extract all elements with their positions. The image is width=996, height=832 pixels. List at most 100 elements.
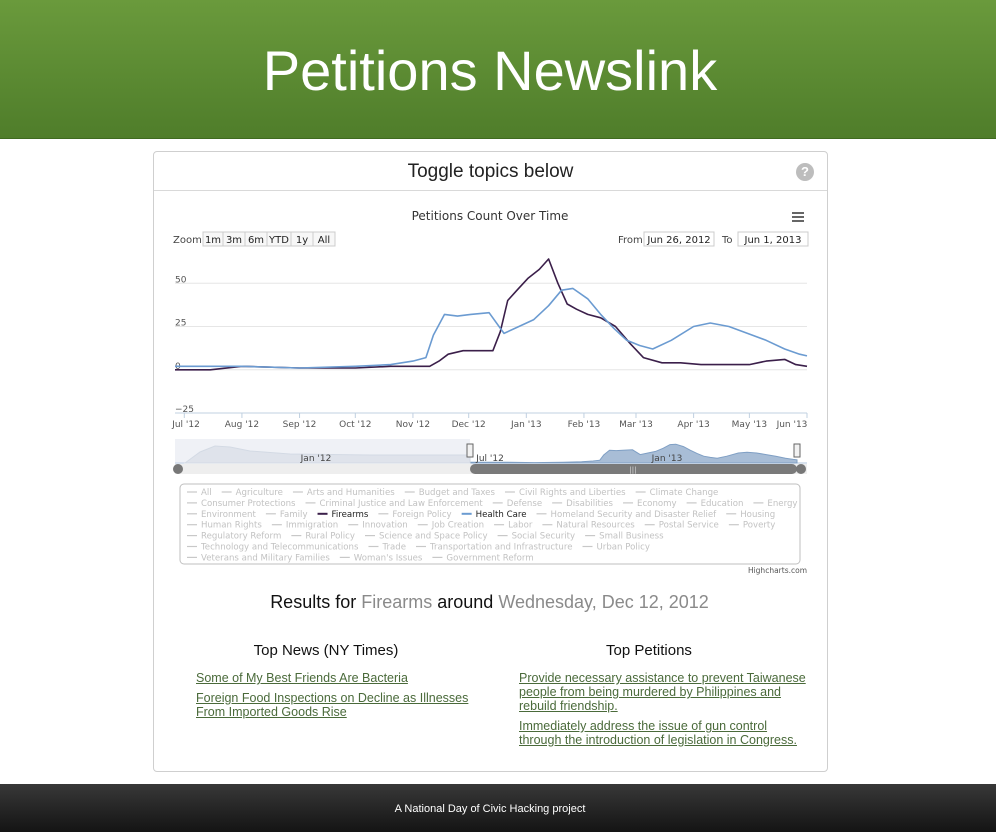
panel-header: Toggle topics below ? [154, 152, 827, 191]
legend-item-family[interactable]: Family [280, 510, 308, 520]
legend-item-human-rights[interactable]: Human Rights [201, 521, 262, 531]
legend-item-veterans-and-military-families[interactable]: Veterans and Military Families [201, 553, 330, 563]
legend-item-homeland-security-and-disaster-relief[interactable]: Homeland Security and Disaster Relief [551, 510, 718, 520]
legend-item-postal-service[interactable]: Postal Service [659, 521, 719, 531]
x-tick-label: Mar '13 [619, 420, 653, 430]
legend-item-agriculture[interactable]: Agriculture [236, 488, 283, 498]
news-link[interactable]: Some of My Best Friends Are Bacteria [196, 671, 408, 685]
x-tick-label: Feb '13 [568, 420, 601, 430]
legend-item-education[interactable]: Education [701, 499, 744, 509]
legend-item-economy[interactable]: Economy [637, 499, 677, 509]
zoom-button-label: YTD [268, 235, 289, 246]
panel-title: Toggle topics below [407, 161, 574, 182]
navigator-handle[interactable] [793, 443, 801, 458]
legend-item-trade[interactable]: Trade [381, 543, 406, 553]
legend-item-labor[interactable]: Labor [508, 521, 533, 531]
navigator-area-history [183, 445, 471, 464]
legend-item-science-and-space-policy[interactable]: Science and Space Policy [379, 532, 488, 542]
x-tick-label: Aug '12 [225, 420, 259, 430]
zoom-button-label: 3m [226, 235, 242, 246]
legend-item-regulatory-reform[interactable]: Regulatory Reform [201, 532, 281, 542]
legend-item-firearms[interactable]: Firearms [332, 510, 369, 520]
series-line-firearms [175, 258, 808, 371]
scroll-left-arrow-icon[interactable] [173, 464, 183, 474]
range-from-value: Jun 26, 2012 [646, 235, 710, 246]
zoom-label: Zoom [173, 235, 202, 246]
petition-link[interactable]: Immediately address the issue of gun con… [519, 719, 797, 747]
y-tick-label: −25 [175, 405, 194, 415]
range-to-value: Jun 1, 2013 [744, 235, 802, 246]
legend-item-civil-rights-and-liberties[interactable]: Civil Rights and Liberties [519, 488, 626, 498]
zoom-button-all[interactable] [312, 231, 336, 247]
x-tick-label: Jul '12 [171, 420, 200, 430]
legend-item-transportation-and-infrastructure[interactable]: Transportation and Infrastructure [429, 543, 573, 553]
range-from-input[interactable] [643, 231, 715, 247]
legend-item-job-creation[interactable]: Job Creation [431, 521, 484, 531]
zoom-button-label: 1y [296, 235, 308, 246]
navigator-area [469, 443, 798, 464]
x-tick-label: Jan '13 [510, 420, 542, 430]
legend-item-criminal-justice-and-law-enforcement[interactable]: Criminal Justice and Law Enforcement [320, 499, 484, 509]
hamburger-menu-icon[interactable] [792, 212, 804, 222]
range-to-label: To [721, 235, 733, 246]
legend-item-innovation[interactable]: Innovation [362, 521, 408, 531]
legend-item-natural-resources[interactable]: Natural Resources [556, 521, 635, 531]
legend-item-social-security[interactable]: Social Security [512, 532, 576, 542]
legend-item-defense[interactable]: Defense [507, 499, 542, 509]
help-icon[interactable]: ? [796, 163, 814, 181]
news-list: Some of My Best Friends Are Bacteria For… [196, 671, 481, 725]
legend-item-rural-policy[interactable]: Rural Policy [305, 532, 355, 542]
x-tick-label: Sep '12 [283, 420, 317, 430]
navigator-tick-label: Jul '12 [475, 454, 504, 464]
x-tick-label: Nov '12 [396, 420, 430, 430]
series-line-health-care [175, 287, 808, 369]
results-date: Wednesday, Dec 12, 2012 [498, 592, 709, 612]
legend-item-arts-and-humanities[interactable]: Arts and Humanities [307, 488, 395, 498]
legend-item-urban-policy[interactable]: Urban Policy [597, 543, 650, 553]
y-tick-label: 25 [175, 319, 186, 329]
petition-link[interactable]: Provide necessary assistance to prevent … [519, 671, 806, 713]
legend-item-consumer-protections[interactable]: Consumer Protections [201, 499, 296, 509]
legend-item-foreign-policy[interactable]: Foreign Policy [392, 510, 451, 520]
legend-item-health-care[interactable]: Health Care [476, 510, 527, 520]
highcharts-credit: Highcharts.com [748, 566, 807, 575]
range-to-input[interactable] [737, 231, 809, 247]
chart-title: Petitions Count Over Time [412, 209, 569, 223]
zoom-button-label: 1m [205, 235, 221, 246]
scroll-right-arrow-icon[interactable] [796, 464, 806, 474]
scrollbar-grip-icon: ||| [629, 466, 636, 474]
legend-item-technology-and-telecommunications[interactable]: Technology and Telecommunications [200, 543, 359, 553]
y-tick-label: 50 [175, 275, 187, 285]
legend-item-disabilities[interactable]: Disabilities [566, 499, 613, 509]
results-prefix: Results for [270, 592, 357, 612]
scrollbar-thumb[interactable] [470, 464, 797, 474]
x-tick-label: Dec '12 [452, 420, 486, 430]
petitions-title: Top Petitions [606, 642, 692, 659]
results-middle: around [437, 592, 494, 612]
footer-text: A National Day of Civic Hacking project [394, 803, 586, 815]
x-tick-label: Apr '13 [677, 420, 709, 430]
navigator-tick-label: Jan '12 [300, 454, 332, 464]
navigator-tick-label: Jan '13 [651, 454, 683, 464]
legend-item-environment[interactable]: Environment [201, 510, 257, 520]
legend-item-small-business[interactable]: Small Business [599, 532, 664, 542]
chart-svg: Petitions Count Over Time Zoom 1m 3m 6m YTD 1y… [171, 209, 809, 575]
legend-item-climate-change[interactable]: Climate Change [650, 488, 719, 498]
legend-item-all[interactable]: All [201, 488, 212, 498]
legend-item-government-reform[interactable]: Government Reform [446, 553, 533, 563]
page-header: Petitions Newslink [0, 0, 996, 139]
petitions-list: Provide necessary assistance to prevent … [519, 671, 811, 753]
zoom-button-label: 6m [248, 235, 264, 246]
site-title: Petitions Newslink [262, 39, 718, 102]
legend-item-energy[interactable]: Energy [767, 499, 797, 509]
legend-item-immigration[interactable]: Immigration [286, 521, 338, 531]
legend-item-budget-and-taxes[interactable]: Budget and Taxes [419, 488, 496, 498]
x-tick-label: Oct '12 [339, 420, 371, 430]
legend-item-housing[interactable]: Housing [740, 510, 775, 520]
navigator-mask [175, 439, 470, 463]
legend-item-woman-s-issues[interactable]: Woman's Issues [354, 553, 423, 563]
navigator-handle[interactable] [466, 443, 474, 458]
news-link[interactable]: Foreign Food Inspections on Decline as I… [196, 691, 469, 719]
results-topic: Firearms [361, 592, 433, 612]
legend-item-poverty[interactable]: Poverty [743, 521, 776, 531]
